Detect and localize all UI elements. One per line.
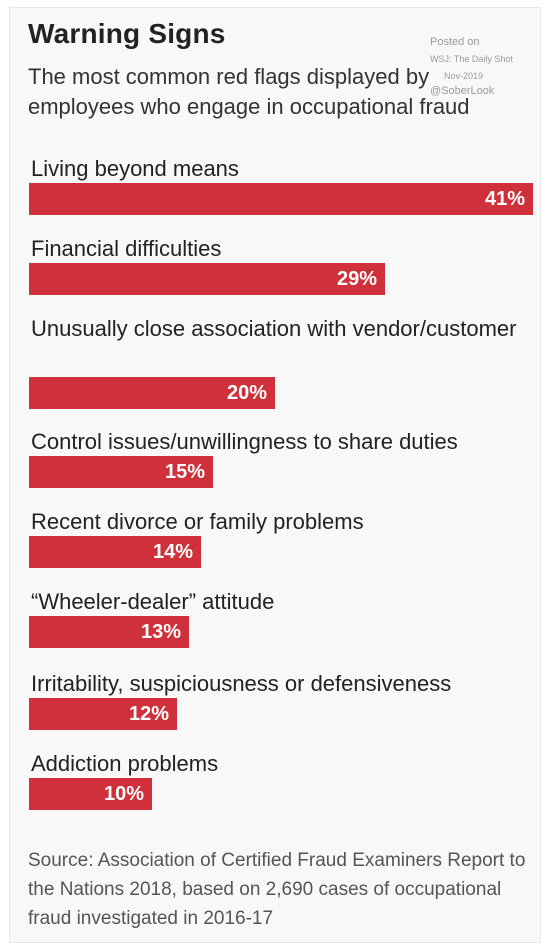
category-label: Unusually close association with vendor/… [31, 316, 517, 341]
data-label: 13% [140, 621, 181, 643]
watermark-line: WSJ: The Daily Shot [430, 54, 513, 64]
bar: 12% [29, 698, 177, 730]
data-label: 12% [128, 703, 169, 725]
category-label: Recent divorce or family problems [31, 509, 364, 534]
watermark-line: Posted on [430, 36, 480, 48]
category-label: “Wheeler-dealer” attitude [31, 589, 275, 614]
bar: 13% [29, 616, 189, 648]
data-label: 29% [336, 268, 377, 290]
chart-title: Warning Signs [28, 18, 226, 49]
data-label: 14% [152, 541, 193, 563]
data-label: 41% [484, 188, 525, 210]
bar: 14% [29, 536, 201, 568]
watermark: Posted on WSJ: The Daily Shot Nov-2019 @… [430, 34, 530, 100]
data-label: 15% [164, 461, 205, 483]
watermark-line: @SoberLook [430, 85, 495, 97]
bar: 10% [29, 778, 152, 810]
category-label: Living beyond means [31, 156, 239, 181]
bar: 20% [29, 377, 275, 409]
data-label: 20% [226, 382, 267, 404]
bar: 41% [29, 183, 533, 215]
category-label: Control issues/unwillingness to share du… [31, 429, 458, 454]
bar: 15% [29, 456, 213, 488]
category-label: Irritability, suspiciousness or defensiv… [31, 671, 452, 696]
chart-subtitle: The most common red flags displayed by e… [28, 64, 470, 119]
category-label: Financial difficulties [31, 236, 222, 261]
source-note: Source: Association of Certified Fraud E… [28, 850, 526, 929]
category-label: Addiction problems [31, 751, 219, 776]
data-label: 10% [103, 783, 144, 805]
bar: 29% [29, 263, 385, 295]
watermark-line: Nov-2019 [444, 71, 484, 81]
